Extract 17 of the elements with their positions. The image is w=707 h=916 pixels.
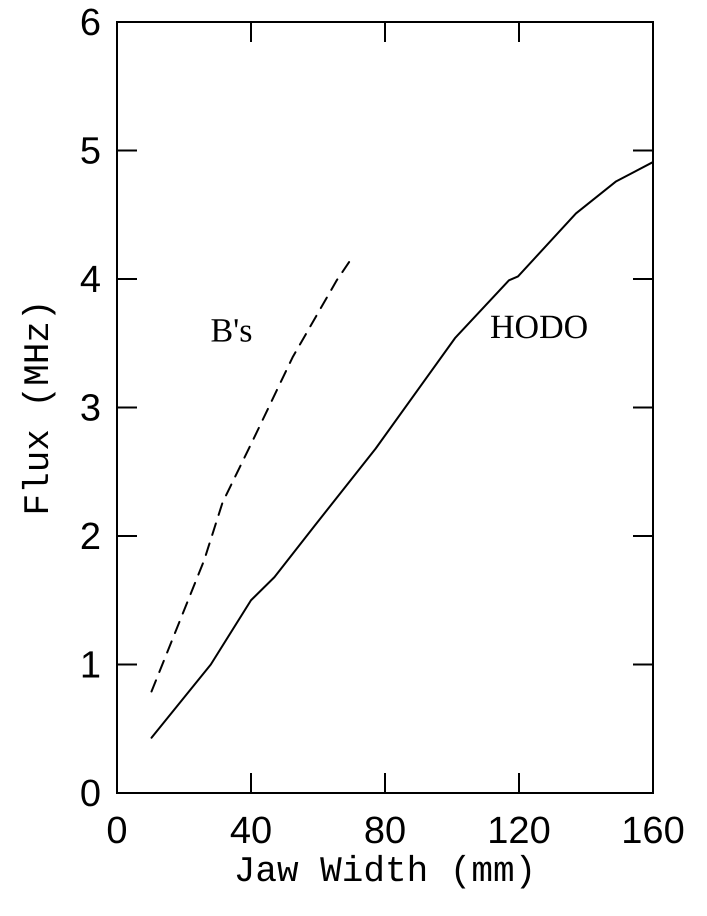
y-tick-label: 0 — [80, 773, 101, 815]
y-tick-label: 6 — [80, 2, 101, 44]
x-axis-title: Jaw Width (mm) — [234, 851, 536, 892]
line-series — [150, 260, 351, 692]
y-tick-label: 4 — [80, 259, 101, 301]
series-label: HODO — [490, 309, 588, 346]
y-tick-label: 5 — [80, 130, 101, 172]
series-label: B's — [210, 312, 253, 350]
x-tick-label: 160 — [621, 810, 685, 852]
x-tick-label: 0 — [106, 810, 128, 852]
y-tick-label: 1 — [80, 644, 101, 686]
y-tick-label: 2 — [80, 516, 101, 558]
x-tick-label: 40 — [230, 810, 272, 852]
x-tick-label: 80 — [364, 810, 406, 852]
y-tick-label: 3 — [80, 388, 101, 430]
y-axis-title: Flux (MHz) — [18, 299, 59, 516]
x-tick-label: 120 — [487, 810, 551, 852]
